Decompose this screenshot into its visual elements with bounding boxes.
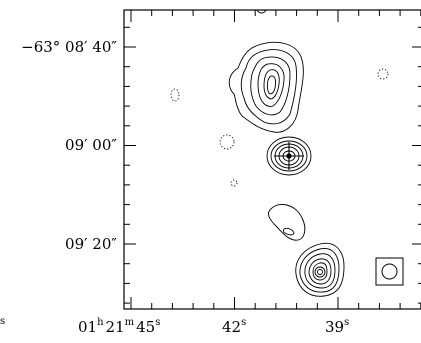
core-contour-2 [270,140,308,172]
beam-ellipse [381,263,398,280]
core-contour-1 [266,136,312,176]
y-tick-label-2: 09′ 20″ [65,235,117,253]
southern-lobe-contour-7 [317,269,323,275]
jet-knot-contours [267,203,306,241]
southern-lobe-contour-3 [304,253,336,289]
negative-contour-4 [377,68,389,80]
negative-contours [170,68,389,187]
top-edge-contour-fragment [256,9,267,14]
northern-lobe-contours [228,41,304,133]
southern-lobe-contour-2 [299,248,340,293]
beam-box [375,257,404,286]
northern-lobe-contour-6 [266,75,276,95]
northern-lobe-contour-5 [263,69,280,100]
plot-frame [123,9,421,310]
southern-lobe-contour-5 [312,262,328,281]
y-ticks [124,26,421,304]
jet-knot-contour-2 [282,227,295,236]
northern-lobe-contour-3 [250,56,291,116]
southern-lobe-contours [295,242,345,297]
x-tick-label-1: 42s [222,317,246,336]
negative-contour-3 [230,179,238,187]
southern-lobe-contour-4 [308,258,332,285]
negative-contour-2 [219,134,235,150]
edge-fragment: s [0,316,5,327]
northern-lobe-contour-2 [240,49,297,125]
northern-lobe-contour-4 [257,63,285,107]
jet-knot-contour-1 [267,203,306,241]
negative-contour-1 [170,88,180,102]
southern-lobe-contour-6 [314,266,326,278]
y-tick-label-1: 09′ 00″ [65,136,117,154]
northern-lobe-contour-1 [228,41,304,133]
core-cross-marker-dot [286,153,292,159]
core-contours [266,136,312,176]
southern-lobe-contour-1 [295,242,345,297]
beam-indicator [375,257,404,286]
x-tick-label-2: 39s [325,317,349,336]
y-tick-label-0: −63° 08′ 40″ [21,38,117,56]
x-tick-label-0: 01h 21m 45s [78,317,160,336]
